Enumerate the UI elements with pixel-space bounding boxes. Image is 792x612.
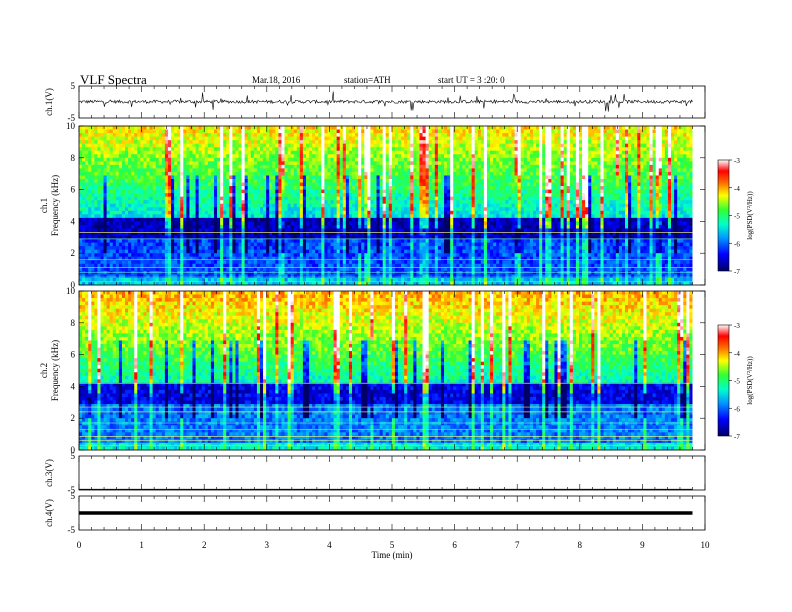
colorbar-tick-label: -5 — [734, 213, 740, 221]
xtick-label: 2 — [202, 540, 207, 550]
colorbar-tick-label: -4 — [734, 350, 740, 358]
xtick-label: 5 — [390, 540, 395, 550]
ylabel-channel: ch.1 — [39, 198, 49, 213]
ch1-spectrogram-colorbar: -3 -4 -5 -6 -7 log(PSD(V²/Hz)) — [718, 157, 754, 276]
xaxis-label: Time (min) — [372, 550, 413, 560]
xtick-label: 4 — [327, 540, 332, 550]
ytick-label: 10 — [66, 286, 76, 296]
ytick-label: 4 — [71, 216, 76, 226]
ytick-label: 6 — [71, 350, 76, 360]
ylabel-channel: ch.2 — [39, 363, 49, 378]
colorbar-tick-label: -6 — [734, 405, 740, 413]
ch2-spectrogram-colorbar: -3 -4 -5 -6 -7 log(PSD(V²/Hz)) — [718, 322, 754, 441]
colorbar-gradient — [718, 160, 729, 271]
colorbar-tick-label: -3 — [734, 157, 740, 165]
ch1-spectrogram-cells — [79, 126, 693, 285]
ytick-label: 2 — [71, 413, 76, 423]
xtick-label: 1 — [139, 540, 144, 550]
ytick-label: 2 — [71, 248, 76, 258]
colorbar-tick-label: -4 — [734, 185, 740, 193]
ytick-label: 6 — [71, 185, 76, 195]
ch2-spectrogram-cells — [79, 291, 693, 450]
colorbar-gradient — [718, 325, 729, 436]
colorbar-tick-label: -5 — [734, 378, 740, 386]
xtick-label: 8 — [578, 540, 583, 550]
xtick-label: 9 — [640, 540, 645, 550]
colorbar-tick-label: -7 — [734, 433, 740, 441]
ylabel-ch3-waveform: ch.3(V) — [44, 459, 54, 487]
xtick-label: 6 — [452, 540, 457, 550]
ylabel-frequency: Frequency (kHz) — [50, 340, 60, 401]
ytick-label: 10 — [66, 121, 76, 131]
panel-ch4-waveform: 5 -5 ch.4(V) — [44, 491, 705, 535]
ytick-label: 5 — [71, 81, 76, 91]
ytick-label: 4 — [71, 381, 76, 391]
ytick-label: 8 — [71, 318, 76, 328]
colorbar-tick-label: -3 — [734, 322, 740, 330]
ylabel-ch4-waveform: ch.4(V) — [44, 499, 54, 527]
ytick-label: 5 — [71, 491, 76, 501]
ytick-label: 8 — [71, 153, 76, 163]
colorbar-label: log(PSD(V²/Hz)) — [746, 191, 754, 240]
xtick-label: 0 — [77, 540, 82, 550]
colorbar-tick-label: -7 — [734, 268, 740, 276]
ylabel-ch1-waveform: ch.1(V) — [44, 88, 54, 116]
colorbar-label: log(PSD(V²/Hz)) — [746, 356, 754, 405]
xtick-label: 3 — [265, 540, 270, 550]
ylabel-frequency: Frequency (kHz) — [50, 175, 60, 236]
xtick-label: 7 — [515, 540, 520, 550]
panel-ch1-waveform: 5-5ch.1(V) — [44, 81, 705, 123]
colorbar-tick-label: -6 — [734, 240, 740, 248]
panel-ch3-waveform: 5-5ch.3(V) — [44, 451, 705, 495]
xtick-label: 10 — [701, 540, 711, 550]
ytick-label: 5 — [71, 451, 76, 461]
ytick-label: -5 — [68, 525, 76, 535]
